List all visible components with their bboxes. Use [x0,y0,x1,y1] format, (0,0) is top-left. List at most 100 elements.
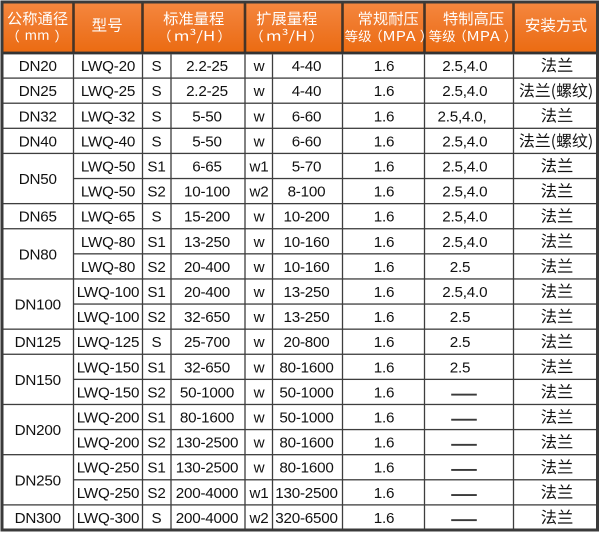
svg-text:LWQ-65: LWQ-65 [81,209,135,226]
svg-text:LWQ-300: LWQ-300 [77,510,139,527]
svg-text:w: w [253,234,265,251]
svg-text:200-4000: 200-4000 [176,510,239,527]
svg-text:10-160: 10-160 [283,259,329,276]
svg-text:130-2500: 130-2500 [176,435,239,452]
svg-text:20-800: 20-800 [283,334,329,351]
svg-text:LWQ-80: LWQ-80 [81,234,135,251]
svg-text:1.6: 1.6 [374,234,395,251]
svg-text:S2: S2 [147,259,165,276]
svg-text:w: w [253,309,265,326]
svg-text:1.6: 1.6 [374,359,395,376]
svg-text:20-400: 20-400 [184,284,230,301]
svg-text:1.6: 1.6 [374,158,395,175]
svg-text:w: w [253,133,265,150]
svg-text:2.2-25: 2.2-25 [186,83,228,100]
svg-text:S1: S1 [147,410,165,427]
svg-text:1.6: 1.6 [374,209,395,226]
svg-text:2.5,4.0,: 2.5,4.0, [437,108,486,125]
svg-text:320-6500: 320-6500 [275,510,338,527]
svg-text:10-200: 10-200 [283,209,329,226]
svg-text:4-40: 4-40 [292,58,322,75]
svg-text:32-650: 32-650 [184,359,230,376]
svg-text:S2: S2 [147,485,165,502]
svg-text:w2: w2 [248,184,268,201]
svg-text:S: S [152,209,162,226]
svg-text:LWQ-100: LWQ-100 [77,309,139,326]
svg-text:DN100: DN100 [15,297,61,314]
svg-text:w: w [253,384,265,401]
svg-text:50-1000: 50-1000 [279,384,333,401]
svg-text:LWQ-50: LWQ-50 [81,184,135,201]
svg-text:w: w [253,209,265,226]
svg-text:2.5,4.0: 2.5,4.0 [442,284,487,301]
svg-text:S: S [152,510,162,527]
svg-text:6-65: 6-65 [192,158,222,175]
svg-text:DN125: DN125 [15,334,61,351]
svg-text:1.6: 1.6 [374,334,395,351]
svg-text:w: w [253,435,265,452]
svg-text:2.5: 2.5 [450,334,471,351]
svg-text:200-4000: 200-4000 [176,485,239,502]
svg-text:1.6: 1.6 [374,435,395,452]
svg-text:10-100: 10-100 [184,184,230,201]
svg-text:DN20: DN20 [19,58,57,75]
svg-text:130-2500: 130-2500 [176,460,239,477]
svg-text:LWQ-125: LWQ-125 [77,334,139,351]
svg-text:LWQ-200: LWQ-200 [77,435,139,452]
svg-text:2.5,4.0: 2.5,4.0 [442,133,487,150]
svg-text:S2: S2 [147,184,165,201]
svg-text:1.6: 1.6 [374,485,395,502]
svg-text:1.6: 1.6 [374,410,395,427]
svg-text:DN50: DN50 [19,171,57,188]
svg-text:80-1600: 80-1600 [279,359,333,376]
svg-text:LWQ-150: LWQ-150 [77,359,139,376]
svg-text:1.6: 1.6 [374,460,395,477]
svg-text:w: w [253,460,265,477]
svg-text:S: S [152,133,162,150]
svg-text:50-1000: 50-1000 [180,384,234,401]
svg-text:w: w [253,359,265,376]
svg-text:w: w [253,334,265,351]
svg-text:80-1600: 80-1600 [180,410,234,427]
svg-text:LWQ-50: LWQ-50 [81,158,135,175]
svg-text:15-200: 15-200 [184,209,230,226]
svg-text:w: w [253,284,265,301]
svg-text:S: S [152,58,162,75]
svg-text:80-1600: 80-1600 [279,460,333,477]
svg-text:6-60: 6-60 [292,108,322,125]
svg-text:1.6: 1.6 [374,108,395,125]
svg-text:S2: S2 [147,384,165,401]
svg-text:DN65: DN65 [19,209,57,226]
svg-text:80-1600: 80-1600 [279,435,333,452]
svg-text:13-250: 13-250 [184,234,230,251]
svg-text:2.5: 2.5 [450,359,471,376]
svg-text:LWQ-25: LWQ-25 [81,83,135,100]
svg-text:S1: S1 [147,284,165,301]
svg-text:1.6: 1.6 [374,384,395,401]
svg-text:w: w [253,83,265,100]
svg-text:2.5,4.0: 2.5,4.0 [442,184,487,201]
svg-text:2.5: 2.5 [450,309,471,326]
svg-text:50-1000: 50-1000 [279,410,333,427]
svg-text:w: w [253,58,265,75]
svg-text:13-250: 13-250 [283,284,329,301]
svg-text:1.6: 1.6 [374,133,395,150]
svg-text:LWQ-200: LWQ-200 [77,410,139,427]
svg-text:S2: S2 [147,309,165,326]
svg-text:w: w [253,259,265,276]
svg-text:DN25: DN25 [19,83,57,100]
svg-text:w: w [253,410,265,427]
svg-text:LWQ-40: LWQ-40 [81,133,135,150]
svg-text:13-250: 13-250 [283,309,329,326]
svg-text:DN80: DN80 [19,246,57,263]
svg-text:w: w [253,108,265,125]
svg-text:32-650: 32-650 [184,309,230,326]
svg-text:S1: S1 [147,234,165,251]
svg-text:DN200: DN200 [15,422,61,439]
svg-text:S: S [152,108,162,125]
svg-text:2.5,4.0: 2.5,4.0 [442,209,487,226]
svg-text:1.6: 1.6 [374,259,395,276]
svg-text:1.6: 1.6 [374,284,395,301]
svg-text:LWQ-32: LWQ-32 [81,108,135,125]
svg-text:20-400: 20-400 [184,259,230,276]
